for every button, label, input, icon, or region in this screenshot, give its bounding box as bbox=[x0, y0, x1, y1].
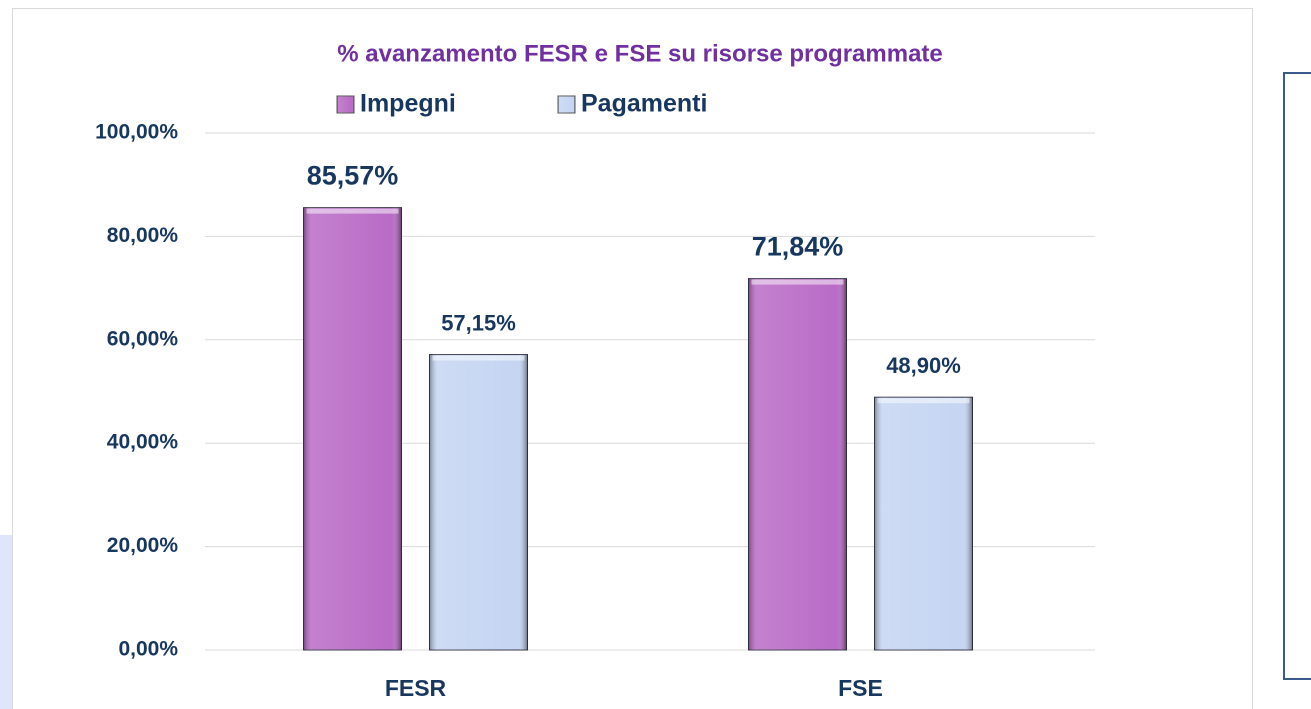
bar-highlight bbox=[877, 398, 970, 404]
bar-highlight bbox=[751, 279, 844, 285]
value-label: 85,57% bbox=[307, 161, 399, 191]
y-tick-label: 80,00% bbox=[107, 224, 179, 247]
legend-label: Impegni bbox=[360, 90, 456, 118]
bar-highlight bbox=[306, 208, 399, 214]
y-tick-label: 20,00% bbox=[107, 534, 179, 557]
bar-shade bbox=[748, 278, 847, 650]
value-label: 48,90% bbox=[886, 353, 961, 378]
side-box bbox=[1283, 72, 1311, 680]
bar-shade bbox=[303, 207, 402, 651]
bar-highlight bbox=[432, 355, 525, 361]
y-tick-label: 0,00% bbox=[118, 638, 178, 661]
y-tick-label: 100,00% bbox=[95, 121, 178, 144]
bar-shade bbox=[429, 354, 528, 650]
value-label: 71,84% bbox=[752, 232, 844, 262]
legend-label: Pagamenti bbox=[581, 90, 707, 118]
chart-frame bbox=[12, 8, 1253, 709]
bar-shade bbox=[874, 397, 973, 650]
x-tick-label: FSE bbox=[838, 675, 883, 701]
chart-title: % avanzamento FESR e FSE su risorse prog… bbox=[337, 40, 943, 67]
x-tick-label: FESR bbox=[385, 675, 447, 701]
legend-swatch-shade bbox=[558, 96, 575, 113]
y-tick-label: 60,00% bbox=[107, 327, 179, 350]
legend-swatch-shade bbox=[337, 96, 354, 113]
value-label: 57,15% bbox=[441, 310, 516, 335]
y-tick-label: 40,00% bbox=[107, 431, 179, 454]
